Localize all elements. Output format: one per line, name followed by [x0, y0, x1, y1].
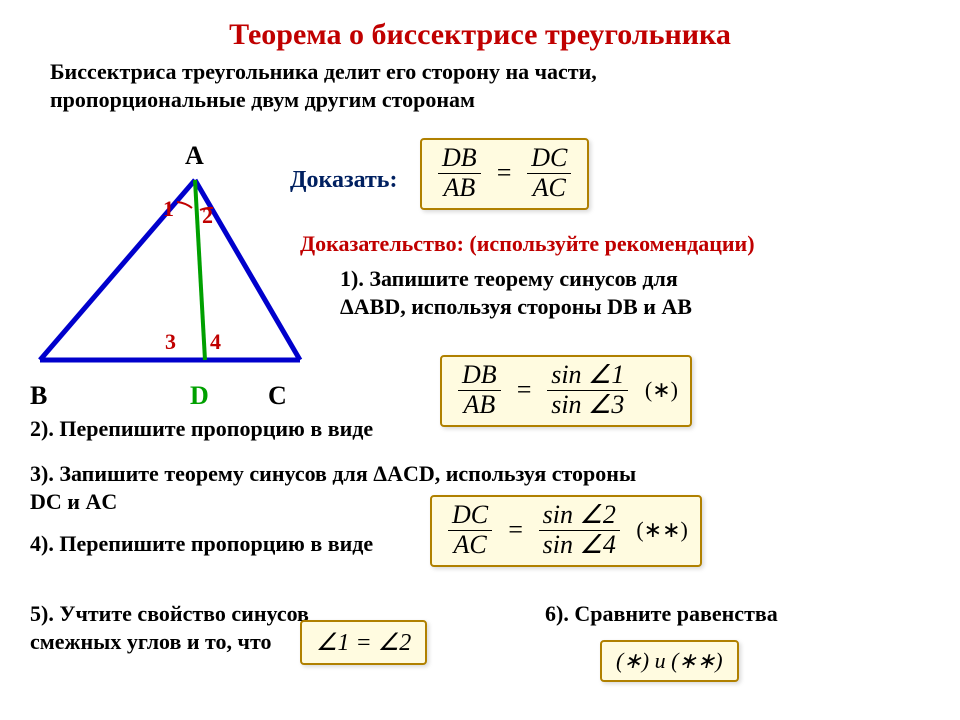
formula-dstar: DCAC = sin ∠2sin ∠4 (∗∗) — [430, 495, 702, 567]
vertex-b-label: B — [30, 380, 47, 413]
step2-text: 2). Перепишите пропорцию в виде — [30, 415, 373, 443]
page-title: Теорема о биссектрисе треугольника — [0, 0, 960, 52]
proof-label: Доказательство: (используйте рекомендаци… — [300, 230, 755, 258]
angle-1-label: 1 — [163, 195, 174, 223]
vertex-c-label: C — [268, 380, 287, 413]
angle-2-label: 2 — [202, 202, 213, 230]
step1-line1: 1). Запишите теорему синусов для — [340, 265, 678, 293]
angle-4-label: 4 — [210, 328, 221, 356]
vertex-a-label: A — [185, 140, 204, 173]
triangle-diagram — [20, 160, 340, 400]
theorem-text-1: Биссектриса треугольника делит его сторо… — [50, 58, 597, 86]
formula-compare: (∗) и (∗∗) — [600, 640, 739, 682]
vertex-d-label: D — [190, 380, 209, 413]
step6-text: 6). Сравните равенства — [545, 600, 778, 628]
formula-main: DBAB = DCAC — [420, 138, 589, 210]
step3-line1: 3). Запишите теорему синусов для ΔACD, и… — [30, 460, 636, 488]
step4-text: 4). Перепишите пропорцию в виде — [30, 530, 373, 558]
step1-line2: ΔABD, используя стороны DB и AB — [340, 293, 692, 321]
formula-star: DBAB = sin ∠1sin ∠3 (∗) — [440, 355, 692, 427]
prove-label: Доказать: — [290, 165, 397, 195]
step3-line2: DC и AC — [30, 488, 117, 516]
angle-3-label: 3 — [165, 328, 176, 356]
step5-line2: смежных углов и то, что — [30, 628, 271, 656]
step5-line1: 5). Учтите свойство синусов — [30, 600, 309, 628]
formula-angles: ∠1 = ∠2 — [300, 620, 427, 665]
theorem-text-2: пропорциональные двум другим сторонам — [50, 86, 475, 114]
